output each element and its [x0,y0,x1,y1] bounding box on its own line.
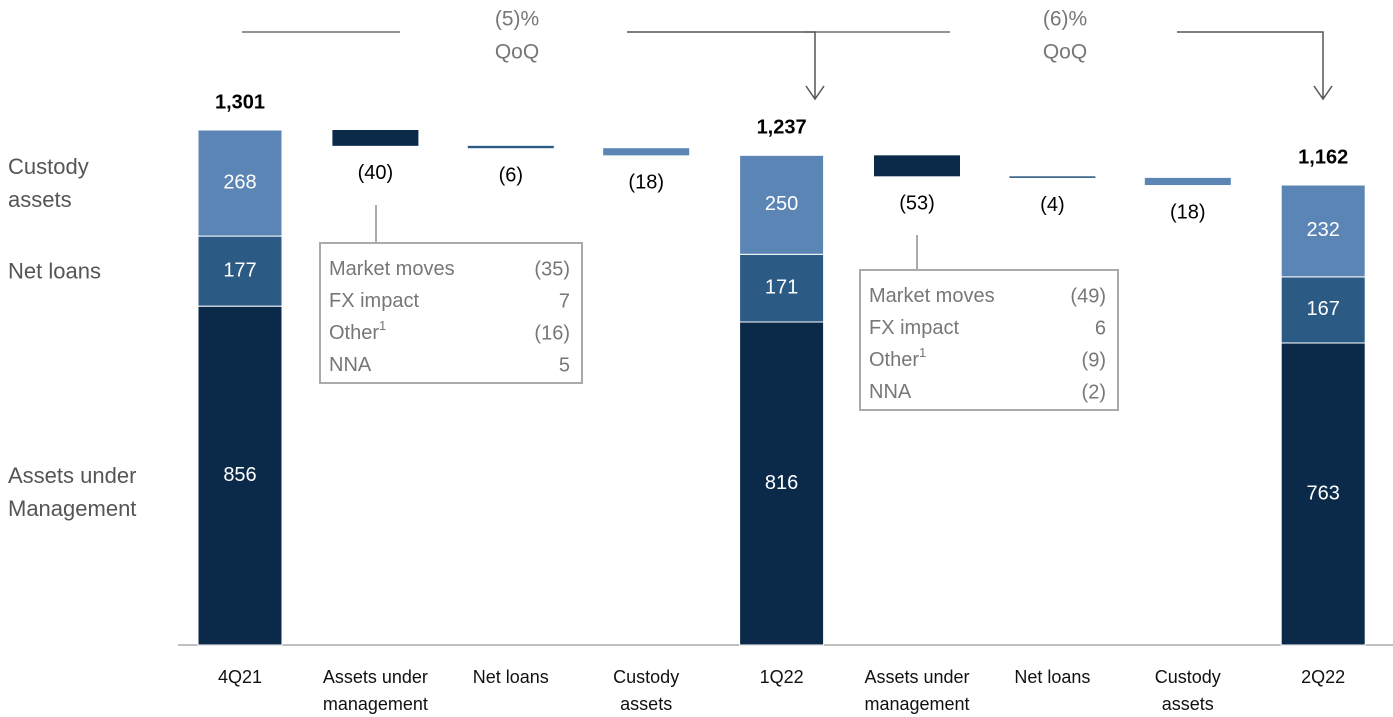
stack-segment [1280,342,1366,646]
breakdown-label-text: FX impact [869,317,959,339]
breakdown-value: 6 [1095,317,1106,339]
breakdown-label: NNA [329,354,372,376]
change-bar [1009,176,1096,178]
breakdown-value: 5 [559,354,570,376]
total-label: 1,301 [215,91,265,113]
x-tick-label: Custody assets [1154,667,1221,714]
breakdown-label-text: Market moves [329,258,455,280]
change-label: (53) [899,193,935,215]
segment-label: 763 [1307,482,1340,504]
breakdown-value: 7 [559,290,570,312]
breakdown-label: Market moves [329,258,455,280]
segment-label: 856 [223,464,256,486]
change-label: (4) [1040,194,1064,216]
segment-label: 232 [1307,219,1340,241]
breakdown-value: (16) [534,322,570,344]
x-tick-label: 1Q22 [759,667,804,687]
segment-label: 171 [765,276,798,298]
change-bar [332,130,419,146]
x-tick-label: Net loans [1014,667,1091,687]
breakdown-label-text: NNA [869,381,912,403]
change-bar [874,155,960,177]
x-tick-label: Assets under management [864,667,970,714]
x-tick-label: 4Q21 [217,667,263,687]
series-label: Assets under Management [8,462,137,521]
bracket-arrow [627,31,825,101]
stack-segment [739,321,825,646]
x-tick-label: Assets under management [322,667,428,714]
qoq-label: (5)% [495,8,539,31]
bracket-arrow [1177,31,1333,101]
stack-segment [1280,184,1366,278]
breakdown-label: Market moves [869,285,995,307]
change-label: (18) [628,172,664,194]
breakdown-label: FX impact [329,290,419,312]
change-bar [467,145,554,149]
series-label: Custody assets [8,154,89,213]
breakdown-label-text: Other [329,322,379,344]
change-label: (6) [499,164,523,186]
series-label: Net loans [8,258,101,284]
change-label: (18) [1170,201,1206,223]
breakdown-value: (2) [1082,381,1106,403]
segment-label: 167 [1307,298,1340,320]
stack-segment [1280,276,1366,344]
qoq-label: (6)% [1043,8,1087,31]
stack-segment [197,235,283,307]
breakdown-label: FX impact [869,317,959,339]
qoq-unit: QoQ [1043,41,1087,64]
breakdown-box [859,269,1119,411]
stack-segment [739,253,825,323]
x-tick-label: Custody assets [613,667,680,714]
change-bar [1144,177,1231,186]
breakdown-value: (9) [1082,349,1106,371]
stack-segment [197,129,283,237]
breakdown-label-text: Market moves [869,285,995,307]
breakdown-value: (49) [1070,285,1106,307]
breakdown-label: NNA [869,381,912,403]
stack-segment [197,305,283,646]
qoq-unit: QoQ [495,41,539,64]
stack-segment [739,154,825,255]
segment-label: 268 [223,171,256,193]
breakdown-label: Other1 [329,318,386,344]
total-label: 1,162 [1298,146,1348,168]
change-bar [603,148,690,156]
breakdown-box [319,242,583,384]
breakdown-label: Other1 [869,345,926,371]
breakdown-label-text: Other [869,349,919,371]
footnote-mark: 1 [379,318,386,333]
total-label: 1,237 [757,117,807,139]
x-tick-label: 2Q22 [1301,667,1346,687]
segment-label: 816 [765,472,798,494]
breakdown-label-text: NNA [329,354,372,376]
footnote-mark: 1 [919,345,926,360]
x-tick-label: Net loans [472,667,549,687]
breakdown-value: (35) [534,258,570,280]
change-label: (40) [358,162,394,184]
segment-label: 250 [765,193,798,215]
breakdown-label-text: FX impact [329,290,419,312]
segment-label: 177 [223,259,256,281]
